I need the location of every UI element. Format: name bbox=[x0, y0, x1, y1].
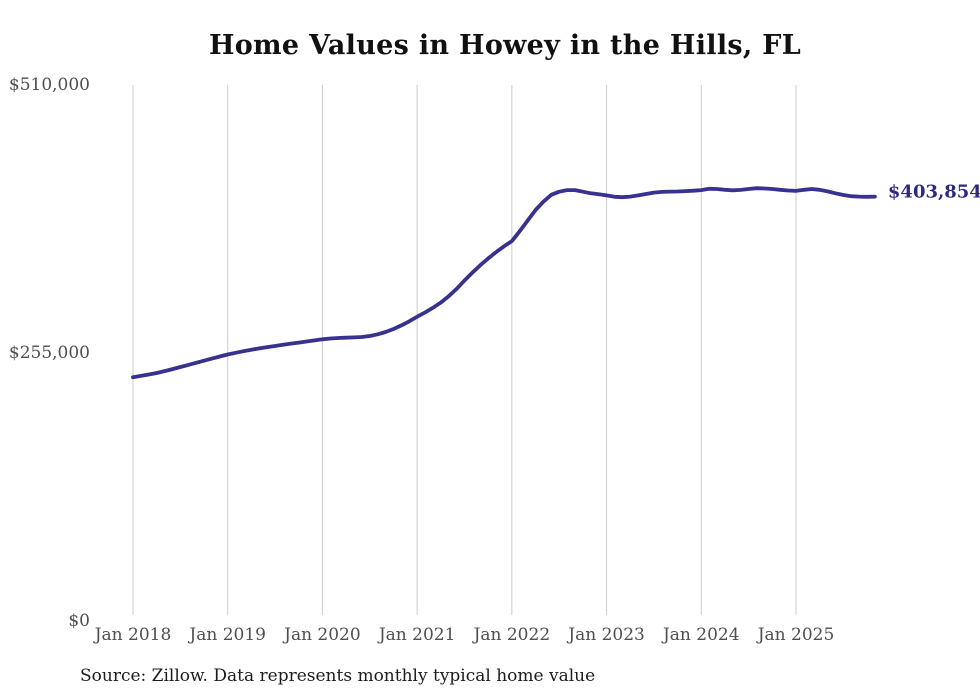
gridlines-group bbox=[132, 85, 797, 615]
y-tick-label: $510,000 bbox=[9, 75, 90, 95]
x-tick-label: Jan 2024 bbox=[661, 625, 740, 645]
current-value-label: $403,854 bbox=[888, 182, 980, 203]
home-value-line bbox=[131, 186, 877, 380]
x-tick-label: Jan 2025 bbox=[756, 625, 835, 645]
x-axis-tick-labels: Jan 2018 Jan 2019 Jan 2020 Jan 2021 Jan 2022… bbox=[93, 625, 835, 645]
x-tick-label: Jan 2023 bbox=[566, 625, 645, 645]
x-tick-label: Jan 2021 bbox=[377, 625, 456, 645]
y-tick-label: $0 bbox=[68, 611, 90, 631]
x-tick-label: Jan 2020 bbox=[282, 625, 361, 645]
x-tick-label: Jan 2018 bbox=[93, 625, 172, 645]
x-tick-label: Jan 2019 bbox=[187, 625, 266, 645]
y-tick-label: $255,000 bbox=[9, 343, 90, 363]
source-note: Source: Zillow. Data represents monthly … bbox=[80, 666, 596, 686]
chart-title: Home Values in Howey in the Hills, FL bbox=[208, 30, 802, 61]
y-axis-tick-labels: $0 $255,000 $510,000 bbox=[9, 75, 90, 631]
x-tick-label: Jan 2022 bbox=[472, 625, 551, 645]
